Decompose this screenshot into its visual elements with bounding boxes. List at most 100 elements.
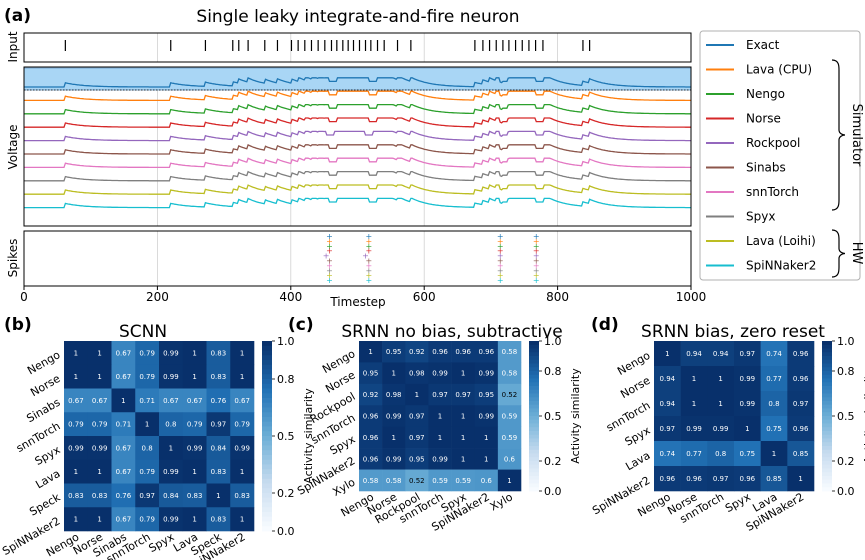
voltage-trace-nengo bbox=[24, 103, 691, 115]
colorbar-segment bbox=[529, 438, 539, 443]
heatmap-cell bbox=[111, 341, 136, 366]
colorbar-segment bbox=[529, 419, 539, 424]
colorbar-tick-label: 0.8 bbox=[544, 365, 562, 378]
colorbar-segment bbox=[262, 469, 272, 475]
heatmap-cell bbox=[734, 441, 761, 467]
colorbar-segment bbox=[822, 363, 832, 368]
heatmap-cell-value: 0.94 bbox=[660, 375, 676, 383]
heatmap-cell-value: 0.67 bbox=[163, 397, 179, 405]
heatmap-cell bbox=[787, 416, 815, 442]
heatmap-cell-value: 0.94 bbox=[686, 350, 702, 358]
heatmap-cell bbox=[680, 341, 708, 367]
output-spike-mark: + bbox=[326, 266, 333, 275]
heatmap-cell bbox=[111, 459, 136, 484]
heatmap-cell-value: 0.79 bbox=[139, 468, 155, 476]
heatmap-cell-value: 1 bbox=[169, 444, 173, 452]
heatmap-cell bbox=[405, 362, 429, 385]
heatmap-cell-value: 1 bbox=[484, 434, 488, 442]
heatmap-cell bbox=[680, 366, 708, 392]
output-spike-mark: + bbox=[326, 237, 333, 246]
heatmap-cell bbox=[182, 364, 207, 389]
heatmap-cell-value: 0.83 bbox=[211, 468, 227, 476]
heatmap-cell bbox=[64, 388, 89, 413]
output-spike-mark: + bbox=[323, 252, 330, 261]
colorbar-segment bbox=[529, 434, 539, 439]
legend-entry-exact: Exact bbox=[746, 38, 780, 52]
heatmap-cell bbox=[87, 341, 112, 366]
heatmap-cell-value: 0.79 bbox=[92, 421, 108, 429]
heatmap-cell bbox=[359, 469, 383, 492]
heatmap-cell bbox=[230, 341, 255, 366]
colorbar-tick-label: 0.5 bbox=[277, 430, 295, 443]
heatmap-cell bbox=[206, 507, 231, 532]
colorbar-segment bbox=[822, 446, 832, 451]
colorbar-segment bbox=[262, 350, 272, 356]
heatmap-cell-value: 0.76 bbox=[211, 397, 227, 405]
output-spike-mark: + bbox=[533, 257, 540, 266]
output-spike-mark: + bbox=[326, 247, 333, 256]
heatmap-cell-value: 1 bbox=[798, 475, 802, 483]
heatmap-cell bbox=[734, 366, 761, 392]
colorbar-segment bbox=[822, 461, 832, 466]
heatmap-cell bbox=[760, 341, 788, 367]
heatmap-cell bbox=[382, 448, 406, 470]
heatmap-cell-value: 0.96 bbox=[793, 350, 809, 358]
heatmap-cell-value: 0.79 bbox=[139, 516, 155, 524]
panel-a: (a) Single leaky integrate-and-fire neuro… bbox=[4, 6, 864, 309]
colorbar-segment bbox=[529, 483, 539, 488]
colorbar-segment bbox=[529, 479, 539, 484]
heatmap-cell bbox=[734, 416, 761, 442]
heatmap-cell bbox=[182, 388, 207, 413]
input-axes-frame bbox=[23, 32, 692, 63]
colorbar-segment bbox=[262, 412, 272, 418]
heatmap-cell bbox=[654, 391, 681, 417]
x-tick-label: 600 bbox=[413, 290, 436, 304]
heatmap-cell bbox=[182, 483, 207, 508]
heatmap-cell bbox=[707, 366, 735, 392]
y-label-input: Input bbox=[6, 31, 20, 62]
heatmap-cell bbox=[159, 483, 184, 508]
heatmap-cell-value: 0.98 bbox=[409, 370, 425, 378]
heatmap-cell-value: 1 bbox=[145, 421, 149, 429]
heatmap-cell-value: 0.79 bbox=[139, 373, 155, 381]
heatmap-cell bbox=[206, 436, 231, 461]
output-spike-mark: + bbox=[533, 266, 540, 275]
heatmap-cell bbox=[734, 341, 761, 367]
heatmap-cell-value: 0.99 bbox=[740, 400, 756, 408]
heatmap-cell-value: 1 bbox=[74, 468, 78, 476]
heatmap-cell bbox=[135, 412, 160, 437]
heatmap-cell bbox=[87, 412, 112, 437]
heatmap-cell bbox=[87, 388, 112, 413]
heatmap-cell-value: 0.99 bbox=[386, 455, 402, 463]
heatmap-cell bbox=[230, 412, 255, 437]
heatmap-cell-value: 0.83 bbox=[187, 492, 203, 500]
heatmap-cell bbox=[182, 436, 207, 461]
heatmap-cell bbox=[230, 483, 255, 508]
colorbar-segment bbox=[822, 476, 832, 481]
colorbar-tick-label: 0.2 bbox=[277, 487, 295, 500]
colorbar-segment bbox=[262, 369, 272, 375]
heatmap-cell bbox=[405, 426, 429, 449]
output-spike-mark: + bbox=[497, 271, 504, 280]
colorbar-segment bbox=[529, 393, 539, 398]
heatmap-cell bbox=[359, 383, 383, 406]
heatmap-cell-value: 0.99 bbox=[68, 444, 84, 452]
heatmap-cell-value: 0.83 bbox=[92, 492, 108, 500]
colorbar-segment bbox=[822, 356, 832, 361]
output-spike-mark: + bbox=[326, 242, 333, 251]
colorbar-segment bbox=[822, 371, 832, 376]
colorbar-segment bbox=[822, 423, 832, 428]
colorbar-segment bbox=[262, 507, 272, 513]
voltage-trace-spyx bbox=[24, 170, 691, 182]
colorbar-segment bbox=[822, 449, 832, 454]
heatmap-cell bbox=[382, 383, 406, 406]
colorbar-tick-label: 1.0 bbox=[277, 335, 295, 348]
heatmap-cell bbox=[64, 341, 89, 366]
colorbar-segment bbox=[529, 457, 539, 462]
heatmap-cell bbox=[707, 441, 735, 467]
colorbar-segment bbox=[529, 446, 539, 451]
heatmap-cell-value: 0.83 bbox=[68, 492, 84, 500]
heatmap-cell bbox=[760, 391, 788, 417]
heatmap-cell-value: 0.99 bbox=[163, 349, 179, 357]
panel-a-title: Single leaky integrate-and-fire neuron bbox=[196, 7, 519, 27]
